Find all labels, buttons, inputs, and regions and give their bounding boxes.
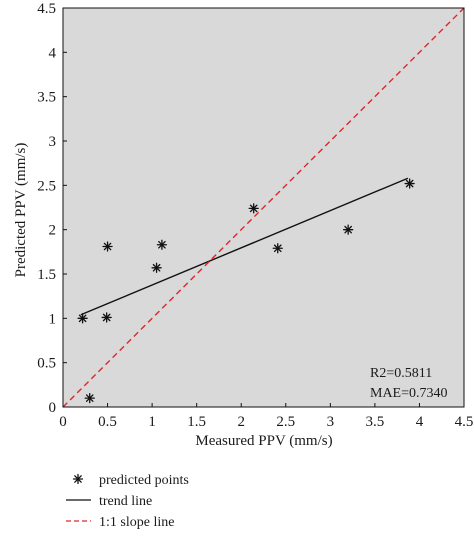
data-point <box>84 392 95 404</box>
legend-label-slope: 1:1 slope line <box>99 515 174 530</box>
x-tick-label: 0.5 <box>98 414 117 430</box>
x-tick-label: 1 <box>148 414 156 430</box>
data-point <box>102 241 113 252</box>
y-tick-label: 4.5 <box>37 1 56 17</box>
y-tick-label: 3 <box>49 134 57 150</box>
data-point <box>77 313 88 324</box>
legend-label-trend: trend line <box>99 494 152 509</box>
x-tick-label: 1.5 <box>187 414 206 430</box>
y-tick-label: 0.5 <box>37 356 56 372</box>
data-point <box>404 178 415 189</box>
stat-mae: MAE=0.7340 <box>370 386 448 401</box>
plot-frame <box>62 7 465 408</box>
data-point <box>156 239 168 250</box>
data-point <box>101 312 112 323</box>
y-tick-label: 1 <box>49 311 57 327</box>
y-axis-ticks: 0 0.5 1 1.5 2 2.5 3 3.5 4 4.5 <box>37 1 67 416</box>
x-axis-ticks: 0 0.5 1 1.5 2 2.5 3 3.5 4 4.5 <box>59 403 473 430</box>
series-layer <box>62 7 465 408</box>
y-tick-label: 2.5 <box>37 178 56 194</box>
x-tick-label: 2.5 <box>276 414 295 430</box>
data-point <box>343 224 354 235</box>
data-point <box>272 243 283 254</box>
y-tick-label: 1.5 <box>37 267 56 283</box>
y-axis-label: Predicted PPV (mm/s) <box>13 143 29 278</box>
legend-marker-points <box>72 473 84 485</box>
legend-asterisk-icon <box>72 473 84 485</box>
x-axis-label: Measured PPV (mm/s) <box>195 433 332 449</box>
x-tick-label: 4.5 <box>455 414 474 430</box>
legend-label-points: predicted points <box>99 473 189 488</box>
trend-line <box>80 177 409 316</box>
y-tick-label: 0 <box>49 400 57 416</box>
y-tick-label: 2 <box>49 223 57 239</box>
y-tick-label: 4 <box>49 45 57 61</box>
stat-r2: R2=0.5811 <box>370 366 432 381</box>
data-point <box>248 203 259 214</box>
x-tick-label: 3.5 <box>366 414 385 430</box>
legend: predicted points trend line 1:1 slope li… <box>66 473 189 530</box>
data-point <box>151 262 162 273</box>
x-tick-label: 0 <box>59 414 67 430</box>
slope-line <box>62 7 465 408</box>
x-tick-label: 2 <box>237 414 245 430</box>
y-tick-label: 3.5 <box>37 90 56 106</box>
x-tick-label: 4 <box>416 414 424 430</box>
x-tick-label: 3 <box>327 414 335 430</box>
